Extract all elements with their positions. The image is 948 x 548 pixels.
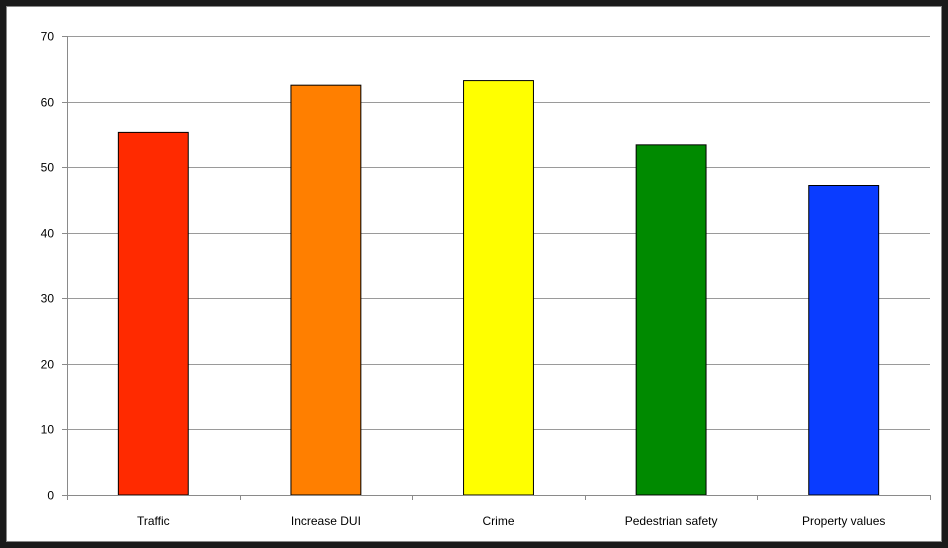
x-tick-label: Traffic bbox=[137, 514, 170, 528]
bar-traffic bbox=[117, 131, 189, 496]
y-tick-label: 60 bbox=[41, 96, 55, 110]
x-tick-label: Crime bbox=[483, 514, 515, 528]
bar-property-values bbox=[808, 185, 880, 496]
y-tick-label: 20 bbox=[41, 358, 55, 372]
x-tick-label: Property values bbox=[802, 514, 885, 528]
bar-increase-dui bbox=[290, 84, 362, 496]
bar-crime bbox=[463, 80, 534, 496]
y-tick-label: 10 bbox=[41, 423, 55, 437]
y-tick-label: 0 bbox=[47, 489, 54, 503]
axes bbox=[62, 36, 931, 500]
y-tick-label: 70 bbox=[41, 30, 55, 44]
x-tick-label: Pedestrian safety bbox=[625, 514, 718, 528]
bars bbox=[117, 80, 880, 496]
bar-pedestrian-safety bbox=[635, 144, 707, 496]
y-tick-label: 40 bbox=[41, 227, 55, 241]
tick-labels: 0 10 20 30 40 50 60 70 Traffic Increase DUI Crime P… bbox=[41, 30, 886, 529]
y-tick-label: 30 bbox=[41, 292, 55, 306]
y-tick-label: 50 bbox=[41, 161, 55, 175]
x-tick-label: Increase DUI bbox=[291, 514, 361, 528]
